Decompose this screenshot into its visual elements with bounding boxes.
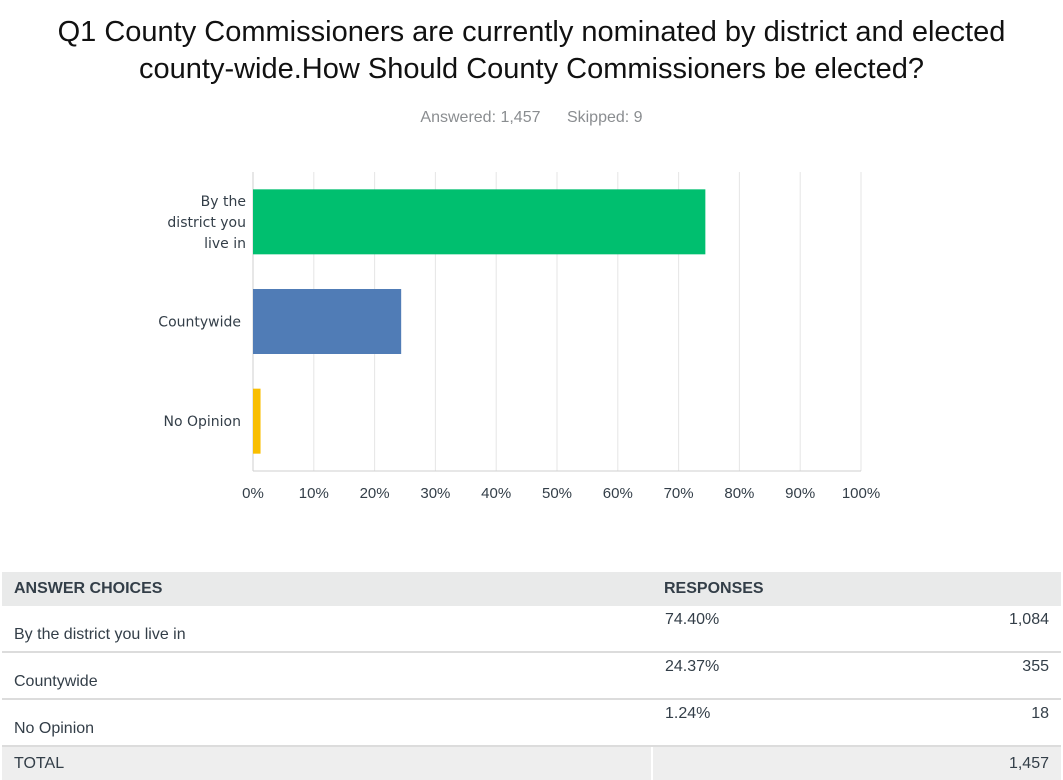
- total-count: 1,457: [878, 746, 1061, 780]
- category-label: live in: [204, 236, 246, 252]
- category-label: Countywide: [158, 315, 241, 331]
- x-tick-label: 10%: [299, 485, 329, 502]
- skipped-count: Skipped: 9: [566, 109, 643, 126]
- row-choice: By the district you live in: [2, 606, 652, 653]
- question-title-line-1: Q1 County Commissioners are currently no…: [57, 16, 1006, 48]
- x-tick-label: 60%: [603, 485, 633, 502]
- x-tick-label: 90%: [785, 485, 815, 502]
- row-percent: 1.24%: [650, 699, 879, 747]
- bar-chart: 0% 10% 20% 30% 40% 50% 60% 70% 80% 90% 100% By the d…: [158, 172, 880, 502]
- x-tick-label: 80%: [724, 485, 754, 502]
- header-answer-choices: ANSWER CHOICES: [2, 572, 652, 606]
- question-title-line-2: county-wide.How Should County Commission…: [139, 53, 924, 85]
- row-percent: 24.37%: [650, 652, 879, 700]
- x-tick-label: 40%: [481, 485, 511, 502]
- x-tick-label: 20%: [360, 485, 390, 502]
- bar: [253, 189, 706, 255]
- x-tick-label: 70%: [664, 485, 694, 502]
- bar: [253, 388, 261, 454]
- category-label: No Opinion: [164, 414, 242, 430]
- header-responses: RESPONSES: [652, 572, 1061, 606]
- row-count: 355: [878, 652, 1061, 700]
- table-total-row: TOTAL 1,457: [2, 746, 1061, 780]
- table-row: Countywide 24.37% 355: [2, 652, 1061, 700]
- category-label: By the: [201, 194, 246, 210]
- table-header-row: ANSWER CHOICES RESPONSES: [2, 572, 1061, 606]
- x-tick-label: 0%: [242, 485, 264, 502]
- bar: [253, 289, 402, 354]
- x-tick-label: 100%: [842, 485, 880, 502]
- response-stats: Answered: 1,457 Skipped: 9: [0, 109, 1063, 127]
- answered-count: Answered: 1,457: [420, 109, 541, 126]
- row-percent: 74.40%: [650, 606, 879, 653]
- question-title: Q1 County Commissioners are currently no…: [0, 14, 1063, 88]
- table-row: No Opinion 1.24% 18: [2, 699, 1061, 747]
- table-row: By the district you live in 74.40% 1,084: [2, 606, 1061, 653]
- total-label: TOTAL: [2, 746, 652, 780]
- category-label: district you: [167, 215, 246, 231]
- responses-table: ANSWER CHOICES RESPONSES By the district…: [2, 572, 1061, 780]
- total-percent-empty: [650, 746, 879, 780]
- x-tick-label: 50%: [542, 485, 572, 502]
- x-tick-label: 30%: [420, 485, 450, 502]
- row-count: 1,084: [878, 606, 1061, 653]
- row-choice: No Opinion: [2, 699, 652, 747]
- row-count: 18: [878, 699, 1061, 747]
- row-choice: Countywide: [2, 652, 652, 700]
